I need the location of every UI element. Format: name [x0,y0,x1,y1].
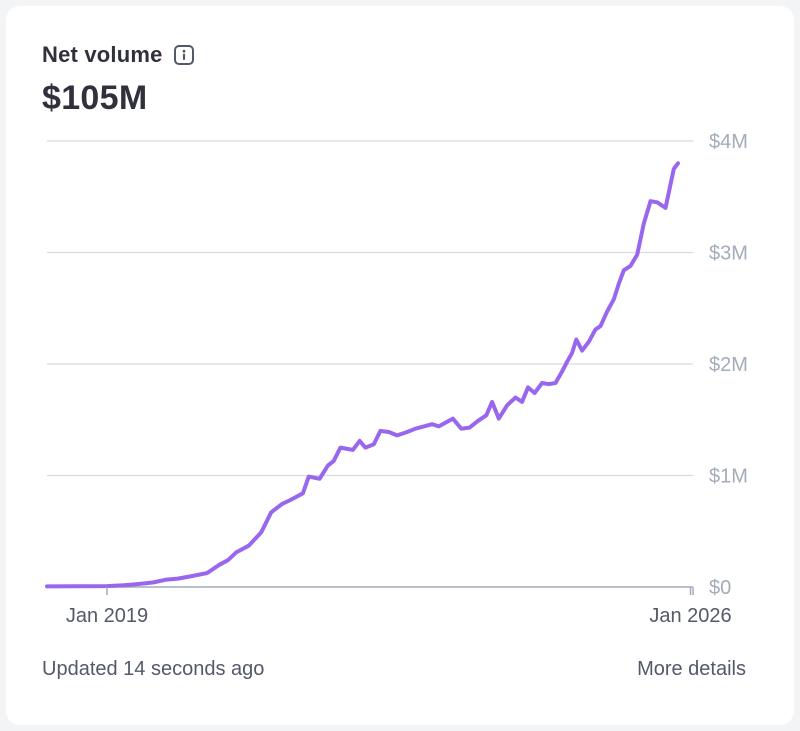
info-icon[interactable] [173,44,195,66]
updated-timestamp: Updated 14 seconds ago [42,658,265,680]
series-line [45,161,680,589]
card-header: Net volume [42,42,195,68]
net-volume-chart: $0 $1M $2M $3M $4M Jan 2019 Jan 2026 [45,131,748,627]
y-tick-label: $3M [709,243,748,265]
y-tick-label: $0 [709,577,731,599]
x-tick-label: Jan 2019 [66,605,148,627]
more-details-link[interactable]: More details [637,658,746,680]
y-tick-label: $2M [709,354,748,376]
net-volume-card: Net volume $105M $0 $1M $2M $3M $4M Jan 2019… [6,6,794,725]
y-tick-label: $1M [709,466,748,488]
y-tick-label: $4M [709,131,748,153]
card-title: Net volume [42,42,163,67]
x-tick-label: Jan 2026 [649,605,731,627]
net-volume-total: $105M [42,79,148,117]
